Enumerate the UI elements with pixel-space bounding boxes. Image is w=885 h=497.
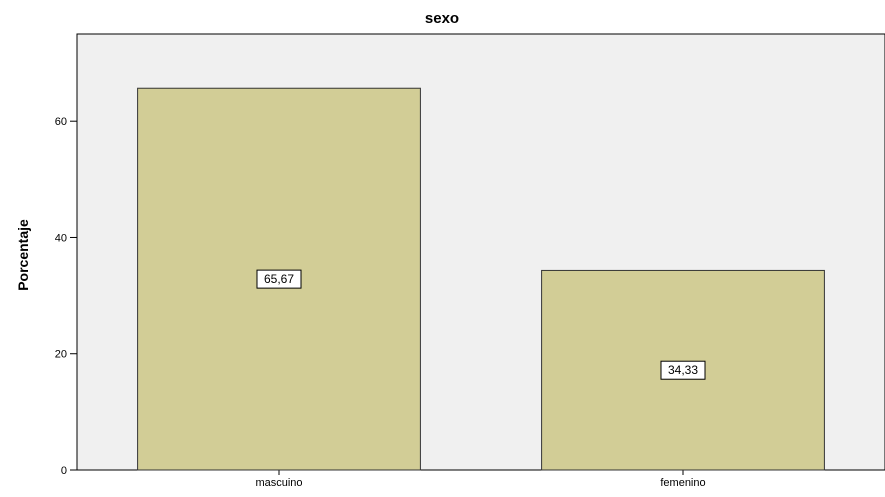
y-tick-label: 20	[55, 349, 67, 361]
data-label-box	[256, 269, 302, 289]
data-label: 34,33	[668, 363, 698, 377]
y-axis: 0 20 40 60	[55, 116, 77, 477]
y-axis-label: Porcentaje	[15, 219, 31, 291]
x-tick-label: mascuino	[255, 477, 302, 489]
data-label-box	[660, 360, 706, 380]
y-tick-label: 60	[55, 116, 67, 128]
x-axis: mascuino femenino	[255, 470, 706, 489]
data-labels: 65,67 34,33	[256, 269, 706, 380]
chart-title: sexo	[425, 10, 459, 27]
y-tick-label: 40	[55, 232, 67, 244]
y-tick-label: 0	[61, 465, 67, 477]
x-tick-label: femenino	[660, 477, 705, 489]
data-label: 65,67	[264, 272, 294, 286]
